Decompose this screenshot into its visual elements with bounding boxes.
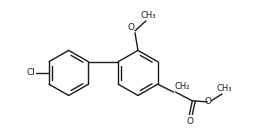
Text: O: O: [127, 23, 134, 32]
Text: O: O: [187, 117, 194, 126]
Text: Cl: Cl: [26, 68, 35, 77]
Text: CH₂: CH₂: [175, 82, 190, 91]
Text: CH₃: CH₃: [216, 84, 232, 93]
Text: CH₃: CH₃: [140, 11, 155, 20]
Text: O: O: [205, 97, 212, 106]
